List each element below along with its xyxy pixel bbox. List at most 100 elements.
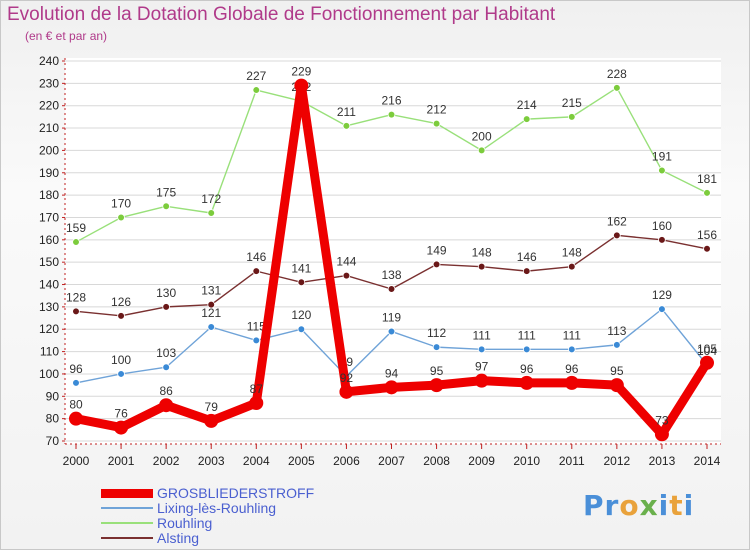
data-label: 200 <box>472 129 492 143</box>
y-tick-label: 130 <box>39 300 59 314</box>
data-point <box>294 78 309 93</box>
x-tick-label: 2009 <box>468 454 495 468</box>
data-label: 112 <box>427 326 446 340</box>
data-label: 138 <box>381 268 401 282</box>
x-tick-label: 2007 <box>378 454 405 468</box>
data-point <box>477 262 486 271</box>
data-label: 141 <box>291 261 311 275</box>
plot-area <box>65 58 721 444</box>
data-point <box>207 323 216 331</box>
data-label: 105 <box>697 342 717 356</box>
x-tick-label: 2008 <box>423 454 450 468</box>
data-label: 131 <box>201 284 221 298</box>
data-point <box>252 336 261 345</box>
data-label: 100 <box>111 353 131 367</box>
data-label: 126 <box>111 295 131 309</box>
data-point <box>339 384 354 399</box>
data-label: 104 <box>697 344 717 358</box>
y-tick-label: 150 <box>39 255 59 269</box>
data-label: 95 <box>430 364 444 378</box>
chart-title: Evolution de la Dotation Globale de Fonc… <box>7 4 556 25</box>
data-point <box>297 325 306 334</box>
data-label: 111 <box>473 328 492 342</box>
data-point <box>72 379 80 387</box>
data-point <box>609 378 624 393</box>
data-label: 148 <box>472 246 492 260</box>
data-label: 159 <box>66 221 86 235</box>
data-label: 96 <box>565 362 579 376</box>
data-point <box>700 355 714 370</box>
x-tick-label: 2005 <box>288 454 315 468</box>
data-label: 87 <box>250 382 264 396</box>
legend-swatch <box>101 507 153 509</box>
data-label: 170 <box>111 196 131 210</box>
data-point <box>204 413 219 428</box>
data-label: 76 <box>114 407 128 421</box>
data-label: 96 <box>520 362 534 376</box>
data-label: 229 <box>291 65 311 79</box>
y-tick-label: 240 <box>39 54 59 68</box>
y-tick-label: 230 <box>39 76 59 90</box>
data-point <box>613 341 621 349</box>
legend-label: Lixing-lès-Rouhling <box>157 500 277 516</box>
data-label: 144 <box>336 255 356 269</box>
data-label: 216 <box>381 94 401 108</box>
data-label: 94 <box>385 366 399 380</box>
data-label: 128 <box>66 290 86 304</box>
data-point <box>658 166 666 175</box>
data-point <box>432 119 441 128</box>
data-label: 129 <box>652 288 672 302</box>
data-point <box>252 267 261 275</box>
data-point <box>432 343 441 351</box>
data-point <box>703 244 711 253</box>
x-tick-label: 2000 <box>63 454 90 468</box>
data-label: 111 <box>563 328 582 342</box>
data-label: 149 <box>427 243 447 257</box>
data-label: 79 <box>205 400 219 414</box>
y-tick-label: 180 <box>39 188 59 202</box>
y-tick-label: 70 <box>46 434 60 448</box>
data-label: 92 <box>340 371 354 385</box>
x-tick-label: 2013 <box>649 454 676 468</box>
data-point <box>567 113 576 121</box>
data-point <box>252 86 261 94</box>
data-label: 175 <box>156 185 176 199</box>
data-point <box>72 307 80 316</box>
data-label: 215 <box>562 96 582 110</box>
data-label: 214 <box>517 98 537 112</box>
data-label: 121 <box>201 306 221 320</box>
data-point <box>613 231 621 240</box>
data-point <box>387 285 396 293</box>
x-tick-label: 2006 <box>333 454 360 468</box>
data-point <box>474 373 489 388</box>
y-tick-label: 100 <box>39 367 59 381</box>
data-point <box>654 427 669 442</box>
data-label: 228 <box>607 67 627 81</box>
legend-swatch <box>101 522 153 524</box>
data-label: 162 <box>607 214 627 228</box>
data-point <box>658 236 666 244</box>
data-point <box>342 271 351 280</box>
data-label: 95 <box>610 364 624 378</box>
data-label: 148 <box>562 246 582 260</box>
y-tick-label: 160 <box>39 233 59 247</box>
y-tick-label: 210 <box>39 121 59 135</box>
data-point <box>249 396 264 410</box>
data-point <box>429 378 444 393</box>
data-label: 119 <box>382 310 401 324</box>
data-point <box>567 262 576 271</box>
data-point <box>567 345 576 354</box>
data-point <box>522 115 531 123</box>
y-tick-label: 220 <box>39 99 59 113</box>
proxiti-logo[interactable]: Proxiti <box>583 489 695 522</box>
data-point <box>117 312 125 320</box>
data-point <box>72 238 80 246</box>
data-label: 156 <box>697 228 717 242</box>
x-tick-label: 2004 <box>243 454 270 468</box>
x-tick-label: 2001 <box>108 454 135 468</box>
data-label: 113 <box>607 324 626 338</box>
data-label: 73 <box>655 413 669 427</box>
data-point <box>519 375 534 390</box>
